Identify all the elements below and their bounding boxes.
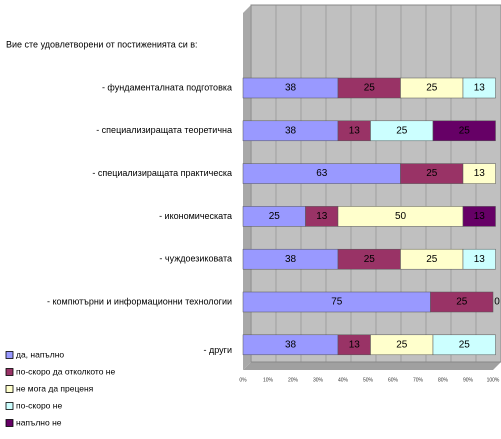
- category-label: - други: [204, 345, 232, 355]
- value-label: 75: [331, 297, 343, 308]
- value-label: 13: [349, 125, 361, 136]
- legend-label: не мога да преценя: [16, 383, 94, 393]
- category-label: - специализиращата теоретична: [96, 125, 232, 135]
- legend-swatch: [5, 368, 14, 376]
- value-label: 38: [285, 125, 297, 136]
- x-tick-label: 0%: [239, 377, 247, 383]
- x-tick-label: 80%: [438, 377, 449, 383]
- x-tick-label: 60%: [388, 377, 399, 383]
- value-label: 25: [269, 211, 281, 222]
- value-label: 0: [494, 297, 500, 308]
- value-label: 38: [285, 254, 297, 265]
- bar-segment: [430, 291, 494, 313]
- value-label: 25: [396, 125, 408, 136]
- x-tick-label: 30%: [313, 377, 324, 383]
- value-label: 50: [395, 211, 407, 222]
- value-label: 25: [426, 83, 438, 94]
- category-label: - компютърни и информационни технологии: [47, 296, 232, 306]
- value-label: 13: [474, 211, 486, 222]
- x-tick-label: 40%: [338, 377, 349, 383]
- legend-swatch: [5, 402, 14, 410]
- chart-title: Вие сте удовлетворени от постиженията си…: [6, 39, 198, 49]
- legend-swatch: [5, 419, 14, 427]
- value-label: 25: [426, 254, 438, 265]
- category-label: - икономическата: [159, 211, 232, 221]
- legend-label: да, напълно: [16, 349, 64, 359]
- x-tick-label: 90%: [463, 377, 474, 383]
- bar-segment: [462, 163, 496, 184]
- value-label: 13: [474, 254, 486, 265]
- legend-label: напълно не: [16, 417, 62, 427]
- value-label: 25: [459, 125, 471, 136]
- value-label: 25: [364, 83, 376, 94]
- legend-swatch: [5, 351, 14, 359]
- value-label: 25: [456, 297, 468, 308]
- value-label: 13: [474, 168, 486, 179]
- value-label: 25: [396, 339, 408, 350]
- bar-segment: [462, 77, 496, 99]
- category-label: - фундаменталната подготовка: [102, 82, 232, 92]
- x-tick-label: 70%: [413, 377, 424, 383]
- value-label: 63: [316, 168, 328, 179]
- category-label: - специализиращата практическа: [92, 168, 232, 178]
- value-label: 13: [316, 211, 328, 222]
- legend-swatch: [5, 385, 14, 393]
- bar-segment: [432, 120, 496, 142]
- value-label: 25: [426, 168, 438, 179]
- legend-label: по-скоро да отколкото не: [16, 366, 116, 376]
- x-tick-label: 20%: [288, 377, 299, 383]
- x-tick-label: 50%: [363, 377, 374, 383]
- value-label: 38: [285, 83, 297, 94]
- plot-wall: [243, 5, 251, 370]
- category-label: - чуждоезиковата: [159, 254, 232, 264]
- bar-segment: [462, 248, 496, 270]
- bar-segment: [432, 334, 496, 356]
- value-label: 38: [285, 339, 297, 350]
- bar-segment: [462, 206, 496, 227]
- x-tick-label: 100%: [487, 377, 500, 383]
- plot-floor: [243, 362, 501, 370]
- value-label: 25: [364, 254, 376, 265]
- x-tick-label: 10%: [263, 377, 274, 383]
- value-label: 13: [349, 339, 361, 350]
- legend-label: по-скоро не: [16, 400, 62, 410]
- value-label: 25: [459, 339, 471, 350]
- value-label: 13: [474, 83, 486, 94]
